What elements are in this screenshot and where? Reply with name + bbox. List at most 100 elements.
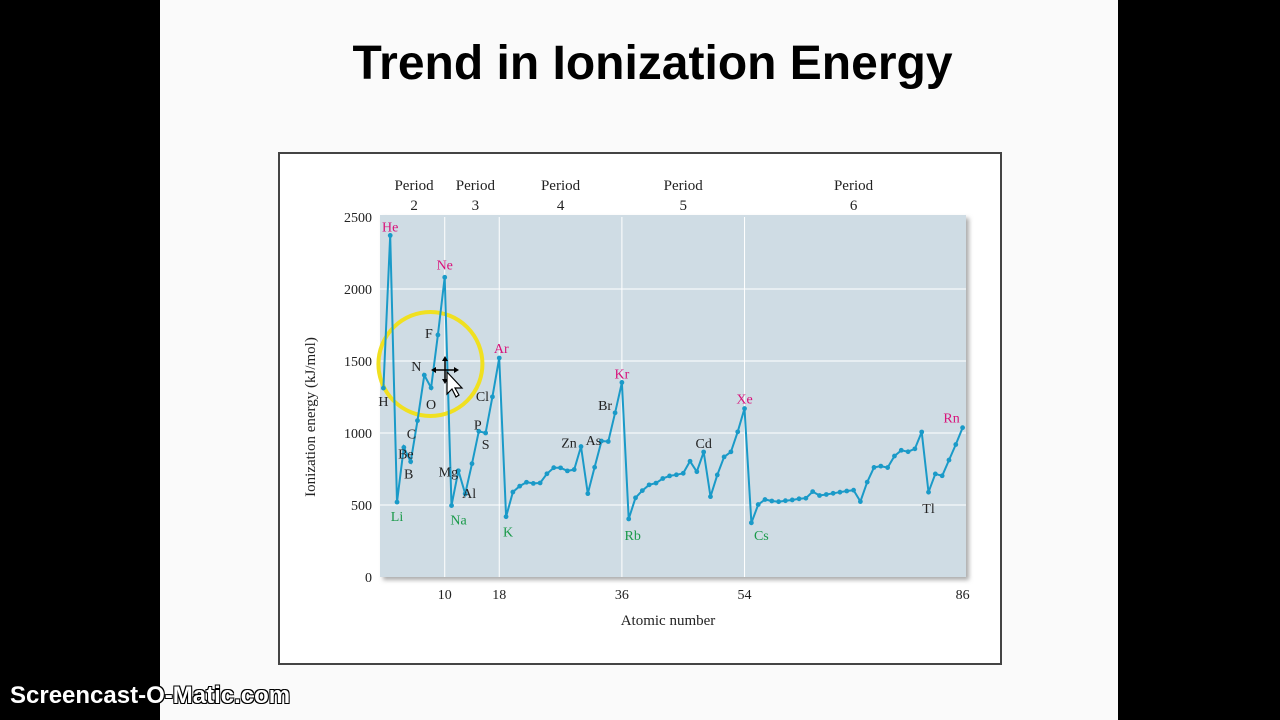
data-point bbox=[946, 457, 952, 463]
data-point bbox=[721, 454, 727, 460]
data-point bbox=[381, 385, 386, 391]
data-point bbox=[408, 459, 414, 465]
chart-figure: H He Li Be B C N O F Ne Na Mg Al P S Cl Ar K Zn As Br Kr Rb Cd X… bbox=[278, 152, 1002, 665]
data-point bbox=[796, 496, 802, 502]
element-label-rn: Rn bbox=[943, 412, 959, 427]
data-point bbox=[817, 493, 822, 498]
element-label-ar: Ar bbox=[494, 342, 509, 357]
data-point bbox=[708, 494, 713, 500]
data-point bbox=[585, 491, 591, 497]
data-point bbox=[837, 489, 843, 495]
data-point bbox=[449, 503, 454, 508]
data-point bbox=[932, 471, 938, 477]
data-point bbox=[394, 499, 400, 505]
data-point bbox=[490, 394, 495, 400]
data-point bbox=[619, 380, 625, 385]
data-point bbox=[810, 489, 816, 495]
element-label-p: P bbox=[474, 418, 482, 433]
data-point bbox=[564, 468, 570, 474]
data-point bbox=[735, 429, 741, 435]
data-point bbox=[558, 465, 563, 471]
data-point bbox=[728, 449, 734, 455]
data-point bbox=[578, 444, 584, 449]
data-point bbox=[476, 428, 482, 434]
element-label-cs: Cs bbox=[754, 529, 769, 544]
element-label-k: K bbox=[503, 526, 513, 541]
data-point bbox=[851, 487, 856, 493]
data-point bbox=[599, 438, 604, 444]
data-point bbox=[776, 499, 782, 505]
data-point bbox=[571, 467, 577, 472]
data-point bbox=[510, 489, 516, 495]
x-tick-label: 18 bbox=[492, 588, 506, 603]
data-point bbox=[387, 233, 393, 238]
element-label-cd: Cd bbox=[695, 437, 711, 452]
data-point bbox=[442, 274, 448, 280]
element-label-rb: Rb bbox=[625, 529, 641, 544]
data-point bbox=[898, 447, 904, 453]
period-number: 2 bbox=[410, 198, 418, 214]
element-label-c: C bbox=[407, 428, 416, 443]
highlight-circle bbox=[376, 310, 485, 418]
data-point bbox=[626, 516, 632, 522]
element-label-al: Al bbox=[462, 487, 476, 502]
element-label-o: O bbox=[426, 398, 436, 413]
data-point bbox=[415, 418, 420, 424]
period-number: 5 bbox=[679, 198, 687, 214]
data-point bbox=[939, 473, 945, 479]
y-tick-label: 0 bbox=[365, 571, 372, 586]
period-label: Period bbox=[456, 178, 496, 194]
data-point bbox=[953, 442, 959, 447]
data-point bbox=[469, 461, 475, 467]
data-point bbox=[646, 482, 652, 488]
data-point bbox=[769, 498, 775, 504]
data-point bbox=[919, 429, 925, 435]
y-axis-label: Ionization energy (kJ/mol) bbox=[303, 337, 319, 497]
x-tick-label: 86 bbox=[956, 588, 970, 603]
data-point bbox=[530, 481, 536, 486]
data-point bbox=[714, 472, 720, 478]
data-point bbox=[503, 514, 509, 520]
y-tick-label: 2500 bbox=[344, 211, 372, 226]
period-number: 4 bbox=[557, 198, 565, 214]
data-point bbox=[878, 463, 884, 469]
element-label-s: S bbox=[482, 438, 490, 453]
data-point bbox=[612, 410, 618, 416]
plot-area bbox=[380, 215, 966, 577]
x-axis-label: Atomic number bbox=[621, 613, 716, 629]
slide: Trend in Ionization Energy H He Li Be B C N O F N… bbox=[160, 0, 1118, 720]
data-point bbox=[823, 492, 829, 497]
data-point bbox=[639, 488, 645, 493]
x-tick-label: 10 bbox=[438, 588, 452, 603]
data-point bbox=[462, 491, 468, 497]
data-point bbox=[755, 502, 761, 507]
element-label-n: N bbox=[411, 360, 421, 375]
period-label: Period bbox=[394, 178, 434, 194]
element-label-be: Be bbox=[398, 447, 414, 462]
data-point bbox=[517, 483, 523, 489]
y-tick-label: 500 bbox=[351, 499, 372, 514]
period-number: 6 bbox=[850, 198, 858, 214]
data-point bbox=[421, 372, 427, 378]
data-point bbox=[401, 445, 407, 450]
data-point bbox=[455, 468, 461, 474]
data-point bbox=[742, 406, 747, 411]
data-point bbox=[592, 464, 598, 470]
period-label: Period bbox=[834, 178, 874, 194]
data-point bbox=[551, 465, 557, 471]
data-point bbox=[660, 476, 666, 481]
data-point bbox=[694, 469, 700, 475]
data-point bbox=[653, 480, 659, 486]
data-point bbox=[783, 498, 788, 504]
element-label-kr: Kr bbox=[615, 367, 630, 382]
element-label-zn: Zn bbox=[561, 437, 577, 452]
y-tick-label: 2000 bbox=[344, 283, 372, 298]
data-point bbox=[687, 458, 693, 464]
x-tick-label: 54 bbox=[738, 588, 752, 603]
data-point bbox=[537, 480, 543, 486]
element-label-tl: Tl bbox=[922, 502, 935, 517]
data-point bbox=[544, 471, 550, 477]
data-point bbox=[674, 472, 679, 478]
data-point bbox=[748, 520, 754, 526]
data-point bbox=[483, 430, 489, 436]
